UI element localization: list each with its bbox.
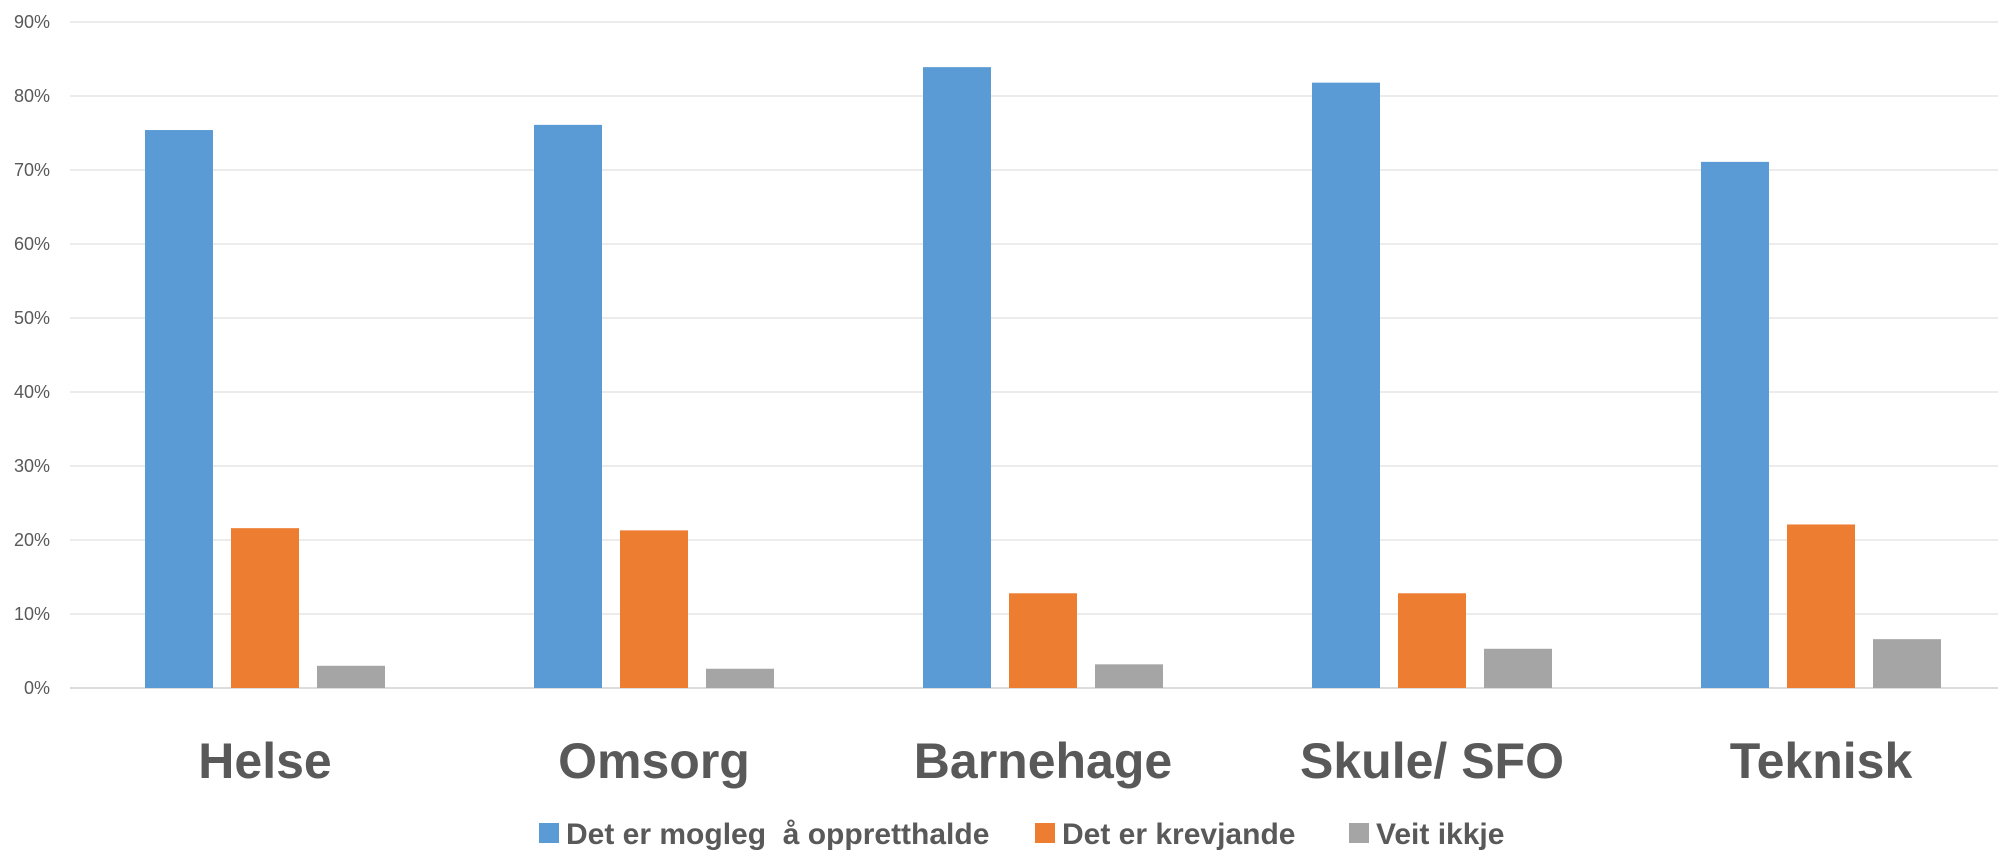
category-label: Skule/ SFO xyxy=(1300,733,1564,789)
bar xyxy=(1312,82,1380,689)
bars xyxy=(145,67,1941,689)
y-axis-ticks: 0% 10% 20% 30% 40% 50% 60% 70% 80% 90% xyxy=(14,12,50,698)
bar xyxy=(620,530,688,688)
bar xyxy=(317,665,385,688)
bar xyxy=(706,668,774,688)
bar xyxy=(923,67,991,688)
bar xyxy=(1873,639,1941,688)
y-tick-label: 50% xyxy=(14,308,50,328)
category-label: Teknisk xyxy=(1730,733,1913,789)
y-tick-label: 10% xyxy=(14,604,50,624)
category-labels: Helse Omsorg Barnehage Skule/ SFO Teknisk xyxy=(198,733,1912,789)
y-tick-label: 30% xyxy=(14,456,50,476)
legend-swatch xyxy=(1349,823,1369,843)
category-label: Barnehage xyxy=(914,733,1172,789)
bar xyxy=(1398,593,1466,688)
bar xyxy=(145,130,213,689)
bar xyxy=(534,124,602,689)
category-label: Helse xyxy=(198,733,331,789)
legend-label: Det er mogleg å oppretthalde xyxy=(566,818,989,851)
bar xyxy=(1787,524,1855,688)
y-tick-label: 20% xyxy=(14,530,50,550)
bar xyxy=(1701,161,1769,689)
y-tick-label: 60% xyxy=(14,234,50,254)
bar xyxy=(1095,664,1163,688)
gridlines xyxy=(70,21,1998,689)
y-tick-label: 80% xyxy=(14,86,50,106)
legend: Det er mogleg å oppretthalde Det er krevj… xyxy=(539,818,1504,851)
y-tick-label: 90% xyxy=(14,12,50,32)
legend-swatch xyxy=(539,823,559,843)
legend-label: Det er krevjande xyxy=(1062,818,1295,851)
legend-swatch xyxy=(1035,823,1055,843)
legend-label: Veit ikkje xyxy=(1376,818,1504,851)
y-tick-label: 40% xyxy=(14,382,50,402)
y-tick-label: 0% xyxy=(24,678,50,698)
category-label: Omsorg xyxy=(558,733,750,789)
y-tick-label: 70% xyxy=(14,160,50,180)
bar xyxy=(231,528,299,688)
bar xyxy=(1484,648,1552,688)
bar xyxy=(1009,593,1077,688)
